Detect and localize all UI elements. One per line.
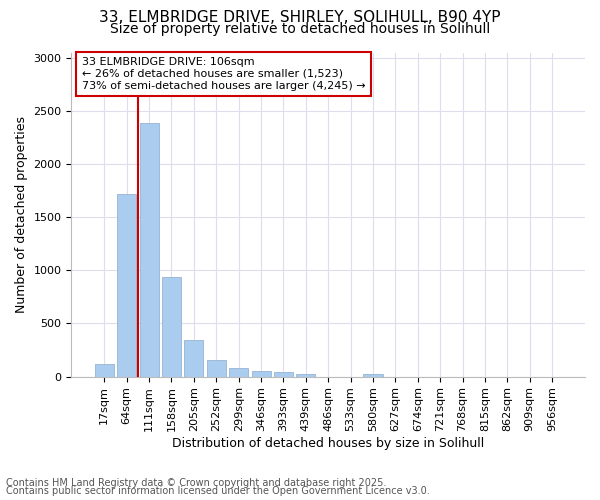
Bar — [140, 122, 158, 376]
Text: Contains public sector information licensed under the Open Government Licence v3: Contains public sector information licen… — [6, 486, 430, 496]
Bar — [364, 374, 383, 376]
Text: Size of property relative to detached houses in Solihull: Size of property relative to detached ho… — [110, 22, 490, 36]
Text: Contains HM Land Registry data © Crown copyright and database right 2025.: Contains HM Land Registry data © Crown c… — [6, 478, 386, 488]
Bar — [95, 364, 114, 376]
Bar — [296, 374, 316, 376]
Bar — [162, 276, 181, 376]
Text: 33 ELMBRIDGE DRIVE: 106sqm
← 26% of detached houses are smaller (1,523)
73% of s: 33 ELMBRIDGE DRIVE: 106sqm ← 26% of deta… — [82, 58, 365, 90]
Y-axis label: Number of detached properties: Number of detached properties — [15, 116, 28, 313]
Bar — [207, 360, 226, 376]
Bar — [251, 371, 271, 376]
Bar — [229, 368, 248, 376]
Text: 33, ELMBRIDGE DRIVE, SHIRLEY, SOLIHULL, B90 4YP: 33, ELMBRIDGE DRIVE, SHIRLEY, SOLIHULL, … — [99, 10, 501, 25]
Bar — [117, 194, 136, 376]
X-axis label: Distribution of detached houses by size in Solihull: Distribution of detached houses by size … — [172, 437, 484, 450]
Bar — [274, 372, 293, 376]
Bar — [184, 340, 203, 376]
